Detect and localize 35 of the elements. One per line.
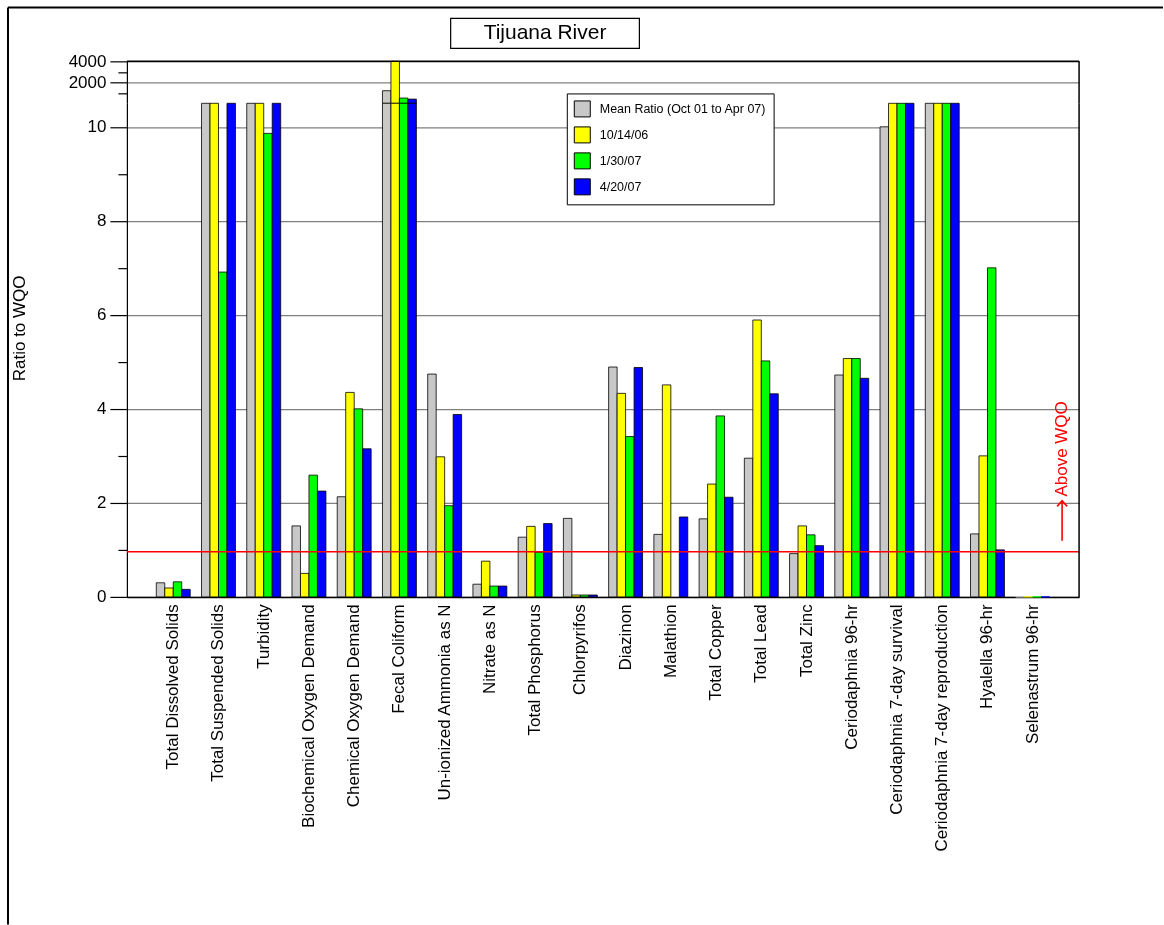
- legend-label: 4/20/07: [599, 179, 642, 194]
- y-tick-label: 0: [96, 587, 107, 607]
- legend-label: Mean Ratio (Oct 01 to Apr 07): [599, 101, 766, 116]
- annotation: Above WQO: [1052, 401, 1072, 497]
- x-tick-label: Fecal Coliform: [389, 604, 409, 714]
- legend-label: 1/30/07: [599, 153, 642, 168]
- x-tick-label: Total Suspended Solids: [208, 604, 228, 782]
- x-tick-label: Hyalella 96-hr: [977, 604, 997, 710]
- x-tick-label: Total Dissolved Solids: [163, 604, 183, 770]
- y-tick-label: 10: [87, 117, 107, 137]
- y-tick-label: 4: [96, 399, 107, 419]
- chart-title: Tijuana River: [483, 20, 607, 44]
- y-tick-label: 2: [96, 493, 107, 513]
- x-tick-label: Total Zinc: [796, 603, 816, 677]
- legend-label: 10/14/06: [599, 127, 649, 142]
- x-tick-label: Chemical Oxygen Demand: [344, 604, 364, 808]
- x-tick-label: Chlorpyrifos: [570, 604, 590, 695]
- x-tick-label: Un-ionized Ammonia as N: [434, 604, 454, 801]
- x-tick-label: Selenastrum 96-hr: [1022, 604, 1042, 744]
- x-tick-label: Ceriodaphnia 7-day reproduction: [932, 604, 952, 852]
- y-tick-label: 8: [96, 211, 107, 231]
- x-tick-label: Total Copper: [706, 604, 726, 701]
- y-tick-label: 2000: [68, 72, 107, 92]
- x-tick-label: Turbidity: [253, 603, 273, 669]
- y-axis-title: Ratio to WQO: [10, 275, 30, 382]
- y-tick-label: 6: [96, 305, 107, 325]
- x-tick-label: Malathion: [660, 604, 680, 678]
- x-tick-label: Ceriodaphnia 96-hr: [841, 604, 861, 750]
- x-tick-label: Biochemical Oxygen Demand: [298, 604, 318, 828]
- x-tick-label: Total Phosphorus: [525, 604, 545, 736]
- x-tick-label: Diazinon: [615, 604, 635, 671]
- x-tick-label: Total Lead: [751, 604, 771, 683]
- x-tick-label: Ceriodaphnia 7-day survival: [887, 604, 906, 815]
- x-tick-label: Nitrate as N: [479, 604, 499, 694]
- y-tick-label: 4000: [68, 51, 107, 71]
